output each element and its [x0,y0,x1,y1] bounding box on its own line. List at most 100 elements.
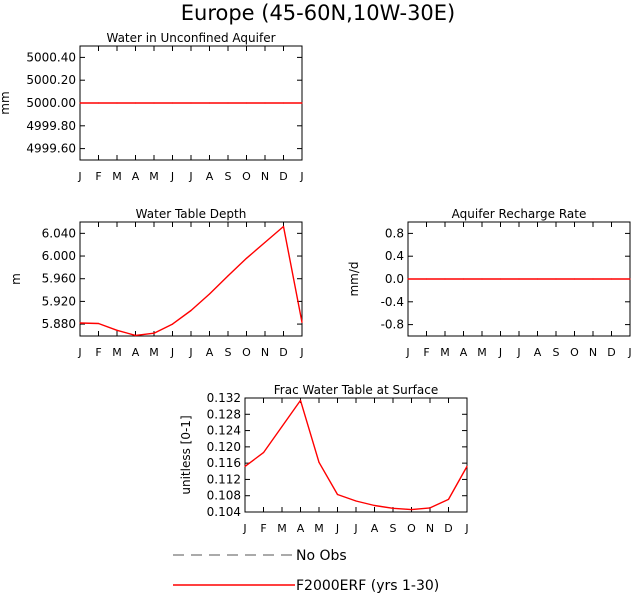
plot-frame [244,397,468,513]
x-tick-label: J [353,522,357,535]
panel-title: Frac Water Table at Surface [274,383,438,397]
x-tick-label: M [314,522,324,535]
x-tick-label: J [299,170,303,183]
x-tick-label: D [444,522,452,535]
y-tick-label: 5.960 [42,272,76,286]
y-tick-label: 5000.20 [26,73,76,87]
x-tick-label: S [390,522,397,535]
x-tick-label: D [607,346,615,359]
x-tick-label: A [460,346,468,359]
data-point [555,278,557,280]
data-point [499,278,502,280]
x-tick-label: D [279,346,287,359]
x-tick-label: F [95,346,101,359]
x-tick-label: N [261,346,269,359]
data-point [318,461,320,463]
x-tick-label: M [277,522,287,535]
data-point [447,498,450,500]
data-point [97,322,100,325]
x-tick-label: S [225,346,232,359]
y-tick-label: -0.4 [381,295,404,309]
x-tick-label: O [407,522,416,535]
y-tick-label: 0.128 [207,407,241,421]
x-tick-label: M [149,346,159,359]
data-point [573,278,576,280]
data-point [227,102,229,104]
y-tick-label: 0.132 [207,391,241,405]
x-tick-label: J [299,346,303,359]
x-tick-label: J [516,346,520,359]
y-tick-label: 0.104 [207,505,241,519]
data-point [264,102,266,104]
x-tick-label: O [242,346,251,359]
panel-title: Water in Unconfined Aquifer [106,31,275,45]
data-point [336,493,339,496]
x-tick-label: A [371,522,379,535]
data-point [116,329,118,331]
data-point [245,102,248,104]
y-tick-label: 0.124 [207,424,241,438]
x-tick-label: M [112,170,122,183]
x-tick-label: F [95,170,101,183]
data-point [79,102,81,104]
x-tick-label: A [206,346,214,359]
data-point [407,278,409,280]
data-point [116,102,118,104]
legend: No Obs F2000ERF (yrs 1-30) [173,548,439,594]
x-tick-label: M [477,346,487,359]
data-point [301,102,303,104]
x-tick-label: O [242,170,251,183]
x-tick-label: J [77,346,81,359]
x-tick-label: M [112,346,122,359]
data-point [208,293,211,295]
x-tick-label: A [206,170,214,183]
data-point [227,275,229,277]
y-tick-label: 5000.40 [26,50,76,64]
data-point [79,322,81,324]
data-point [301,321,303,323]
y-tick-label: 5000.00 [26,96,76,110]
data-point [208,102,211,104]
x-tick-label: O [570,346,579,359]
data-point [171,323,174,325]
series-line-model [79,225,303,337]
x-tick-label: J [627,346,631,359]
y-axis-label: mm/d [347,261,361,296]
data-point [190,102,192,104]
data-point [264,241,266,244]
data-point [462,278,465,280]
x-tick-label: J [464,522,468,535]
x-tick-label: J [335,522,339,535]
x-tick-label: J [242,522,246,535]
x-tick-label: S [553,346,560,359]
y-tick-label: -0.8 [381,318,404,332]
data-point [592,278,594,280]
x-tick-label: F [260,522,266,535]
data-point [481,278,483,280]
data-point [244,465,246,467]
data-point [466,465,468,467]
data-point [153,102,155,104]
legend-model-label: F2000ERF (yrs 1-30) [296,578,439,594]
x-tick-label: J [188,170,192,183]
x-tick-label: D [279,170,287,183]
y-tick-label: 0.108 [207,489,241,503]
data-point [429,507,431,509]
y-axis-label: m [9,273,23,285]
data-point [425,278,428,280]
x-tick-label: N [426,522,434,535]
data-point [629,278,631,280]
x-tick-label: J [188,346,192,359]
y-tick-label: 0.4 [385,249,404,263]
page-title: Europe (45-60N,10W-30E) [181,1,456,25]
x-tick-label: M [149,170,159,183]
x-tick-label: M [440,346,450,359]
y-axis-label: unitless [0-1] [179,415,193,494]
y-tick-label: 5.920 [42,294,76,308]
x-tick-label: N [589,346,597,359]
data-point [444,278,446,280]
